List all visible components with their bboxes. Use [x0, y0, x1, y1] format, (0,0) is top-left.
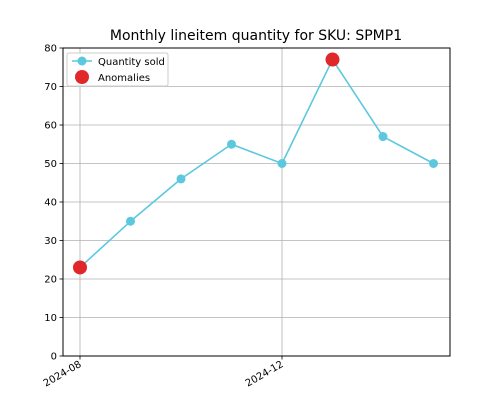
quantity-sold-point — [227, 139, 236, 149]
anomaly-point — [325, 52, 340, 67]
quantity-sold-point — [378, 132, 388, 142]
y-tick-label: 20 — [44, 275, 57, 286]
y-tick-label: 80 — [44, 44, 57, 55]
legend-label-quantity: Quantity sold — [98, 57, 165, 68]
quantity-sold-line — [79, 58, 434, 269]
quantity-sold-point — [429, 159, 438, 168]
quantity-sold-point — [126, 216, 135, 226]
y-tick-label: 30 — [44, 236, 57, 247]
series-layer — [73, 52, 438, 275]
y-tick-label: 50 — [44, 159, 57, 170]
plot-frame — [62, 47, 451, 357]
legend-label-anomalies: Anomalies — [98, 73, 150, 84]
legend: Quantity sold Anomalies — [66, 52, 169, 87]
chart-title: Monthly lineitem quantity for SKU: SPMP1 — [110, 28, 402, 44]
y-tick-label: 0 — [51, 352, 57, 363]
y-tick-label: 60 — [44, 121, 57, 132]
y-axis: 0 10 20 30 40 50 60 70 80 — [44, 44, 63, 363]
y-tick-label: 10 — [44, 313, 57, 324]
x-axis: 2024-08 2024-12 — [42, 356, 286, 389]
y-tick-label: 70 — [44, 82, 57, 93]
quantity-sold-point — [277, 159, 287, 168]
quantity-sold-point — [176, 174, 186, 184]
x-tick-label: 2024-08 — [42, 359, 84, 389]
grid — [63, 47, 450, 357]
x-tick-label: 2024-12 — [244, 359, 286, 389]
legend-marker-quantity — [77, 56, 87, 66]
y-tick-label: 40 — [44, 198, 57, 209]
anomaly-point — [73, 260, 87, 275]
legend-box — [66, 52, 169, 87]
legend-marker-anomalies — [75, 70, 89, 84]
